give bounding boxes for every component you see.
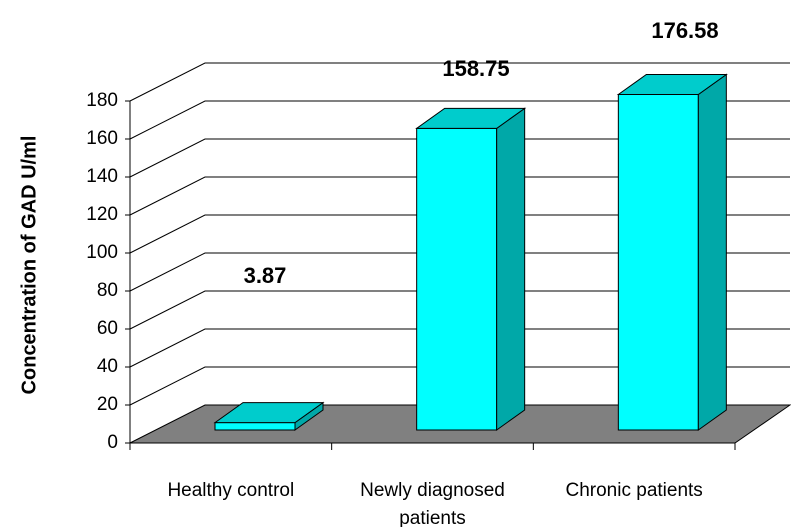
bar-top bbox=[415, 107, 527, 129]
grid-line bbox=[129, 176, 790, 216]
grid-line bbox=[129, 328, 790, 368]
grid-line bbox=[129, 366, 790, 406]
y-tick-label: 60 bbox=[97, 318, 118, 339]
y-tick-label: 80 bbox=[97, 280, 118, 301]
value-label: 176.58 bbox=[651, 18, 718, 43]
y-tick-label: 0 bbox=[107, 432, 118, 453]
bar bbox=[415, 107, 527, 431]
x-tick-label: Healthy control bbox=[167, 480, 295, 501]
y-tick-label: 120 bbox=[86, 204, 118, 225]
x-tick-label: Newly diagnosed patients bbox=[360, 480, 505, 527]
grid-line bbox=[129, 62, 790, 102]
bar-front bbox=[214, 422, 296, 431]
grid-line bbox=[129, 100, 790, 140]
y-tick-label: 160 bbox=[86, 128, 118, 149]
y-tick-label: 140 bbox=[86, 166, 118, 187]
x-tick-label: Chronic patients bbox=[565, 480, 703, 501]
grid-line bbox=[129, 252, 790, 292]
y-tick-label: 100 bbox=[86, 242, 118, 263]
bar-side bbox=[496, 107, 526, 431]
value-label: 158.75 bbox=[442, 56, 509, 81]
y-tick-label: 180 bbox=[86, 90, 118, 111]
y-tick-label: 20 bbox=[97, 394, 118, 415]
y-axis-title: Concentration of GAD U/ml bbox=[18, 136, 40, 395]
grid-line bbox=[129, 214, 790, 254]
bar-top bbox=[213, 402, 325, 424]
bar-side bbox=[697, 73, 727, 431]
bar bbox=[213, 401, 325, 431]
bar-top bbox=[616, 73, 728, 95]
bar-front bbox=[416, 127, 498, 431]
y-tick-label: 40 bbox=[97, 356, 118, 377]
bar-front bbox=[617, 93, 699, 431]
value-label: 3.87 bbox=[244, 263, 287, 288]
bar bbox=[616, 73, 728, 431]
grid-line bbox=[129, 138, 790, 178]
grid-line bbox=[129, 290, 790, 330]
